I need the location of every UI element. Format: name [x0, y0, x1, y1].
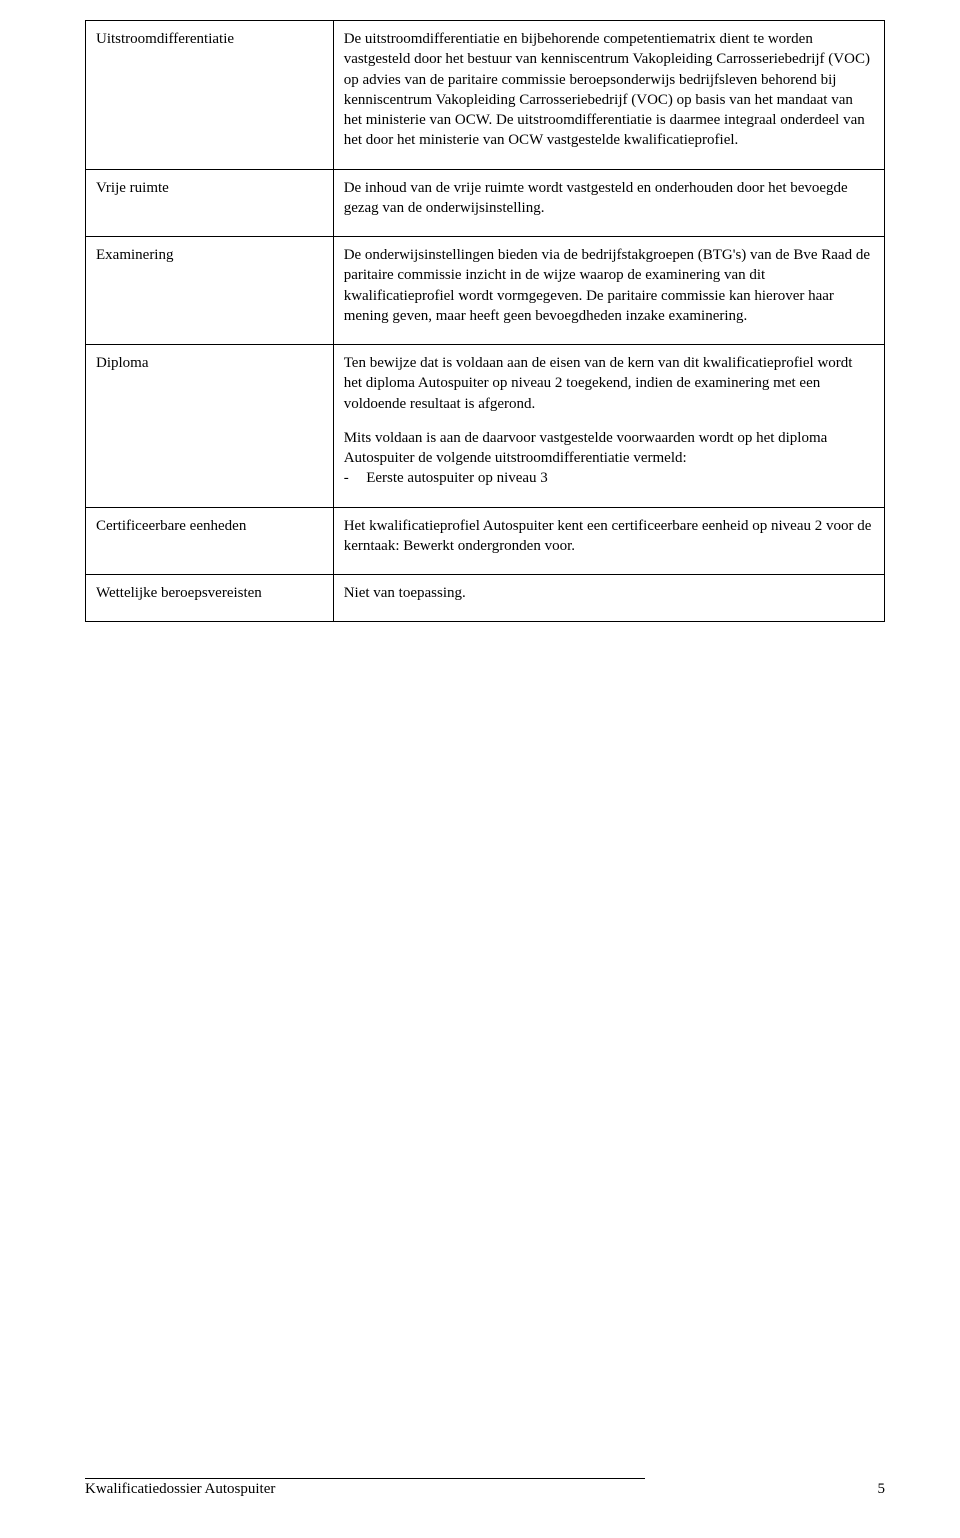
diploma-para2-text: Mits voldaan is aan de daarvoor vastgest… [344, 430, 828, 466]
table-row: Uitstroomdifferentiatie De uitstroomdiff… [86, 21, 885, 170]
table-row: Wettelijke beroepsvereisten Niet van toe… [86, 575, 885, 622]
diploma-list-item: Eerste autospuiter op niveau 3 [344, 468, 874, 488]
definitions-table: Uitstroomdifferentiatie De uitstroomdiff… [85, 20, 885, 622]
row-content: Ten bewijze dat is voldaan aan de eisen … [333, 345, 884, 508]
row-content: De inhoud van de vrije ruimte wordt vast… [333, 169, 884, 237]
row-label: Wettelijke beroepsvereisten [86, 575, 334, 622]
row-content: De uitstroomdifferentiatie en bijbehoren… [333, 21, 884, 170]
diploma-paragraph-1: Ten bewijze dat is voldaan aan de eisen … [344, 353, 874, 414]
row-label: Examinering [86, 237, 334, 345]
footer-divider [85, 1478, 645, 1479]
diploma-paragraph-2: Mits voldaan is aan de daarvoor vastgest… [344, 428, 874, 489]
table-row: Vrije ruimte De inhoud van de vrije ruim… [86, 169, 885, 237]
footer-page-number: 5 [878, 1481, 886, 1498]
page-footer: Kwalificatiedossier Autospuiter 5 [85, 1478, 885, 1498]
row-content: Het kwalificatieprofiel Autospuiter kent… [333, 507, 884, 575]
diploma-list: Eerste autospuiter op niveau 3 [344, 468, 874, 488]
table-row: Diploma Ten bewijze dat is voldaan aan d… [86, 345, 885, 508]
row-label: Uitstroomdifferentiatie [86, 21, 334, 170]
footer-title: Kwalificatiedossier Autospuiter [85, 1481, 275, 1498]
row-label: Certificeerbare eenheden [86, 507, 334, 575]
table-row: Examinering De onderwijsinstellingen bie… [86, 237, 885, 345]
row-label: Vrije ruimte [86, 169, 334, 237]
footer-row: Kwalificatiedossier Autospuiter 5 [85, 1481, 885, 1498]
row-label: Diploma [86, 345, 334, 508]
table-row: Certificeerbare eenheden Het kwalificati… [86, 507, 885, 575]
row-content: De onderwijsinstellingen bieden via de b… [333, 237, 884, 345]
row-content: Niet van toepassing. [333, 575, 884, 622]
